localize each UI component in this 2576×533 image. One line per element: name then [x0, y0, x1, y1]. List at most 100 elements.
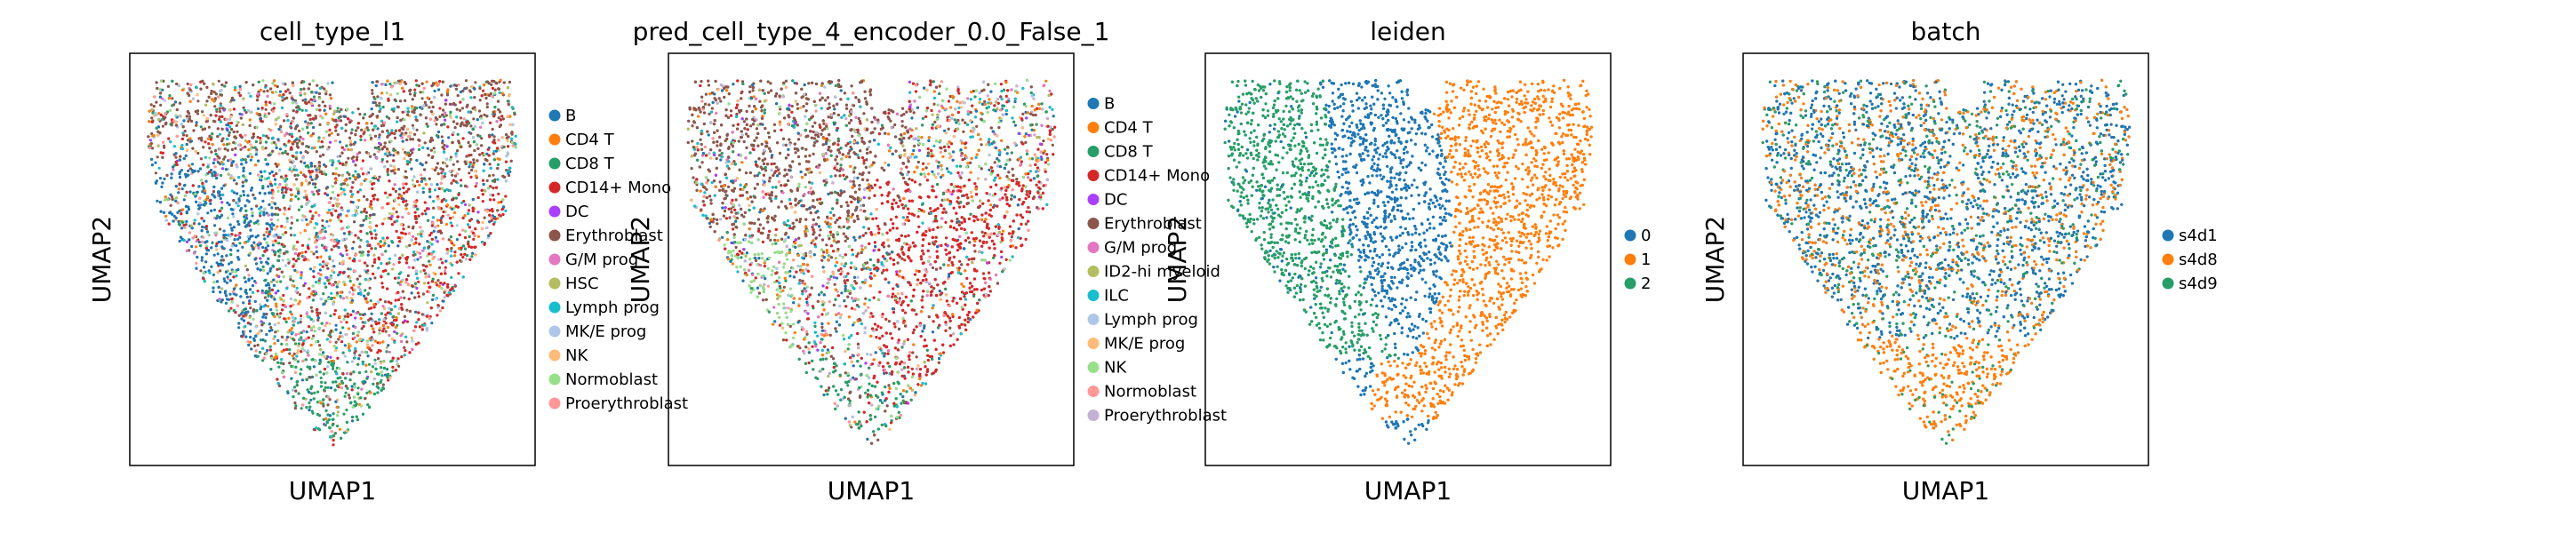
point-erythroblast — [150, 116, 153, 119]
point-cd8-t — [336, 425, 339, 427]
point-cd14-mono — [475, 185, 477, 187]
point-proerythroblast — [365, 172, 368, 175]
point-cd14-mono — [332, 443, 334, 446]
point-g-m-prog — [270, 219, 273, 221]
point-b — [272, 243, 275, 246]
point-cd8-t — [301, 109, 304, 112]
point-lymph-prog — [432, 251, 435, 253]
point-cd14-mono — [482, 90, 484, 92]
point-mk-e-prog — [378, 138, 380, 140]
point-proerythroblast — [247, 340, 250, 343]
point-b — [442, 300, 444, 303]
point-erythroblast — [378, 176, 380, 179]
point-normoblast — [387, 196, 389, 199]
point-erythroblast — [249, 296, 252, 298]
point-hsc — [391, 267, 394, 270]
point-erythroblast — [474, 81, 476, 84]
point-cd8-t — [297, 360, 300, 362]
point-erythroblast — [171, 97, 173, 99]
point-b — [206, 211, 209, 214]
point-cd14-mono — [497, 193, 500, 195]
point-cd4-t — [335, 179, 338, 181]
point-dc — [220, 201, 223, 203]
point-cd8-t — [349, 280, 352, 282]
point-lymph-prog — [158, 167, 161, 170]
point-normoblast — [311, 338, 314, 340]
point-hsc — [426, 301, 428, 304]
point-b — [212, 274, 215, 276]
point-erythroblast — [357, 107, 360, 110]
point-normoblast — [308, 238, 310, 241]
point-erythroblast — [196, 152, 199, 155]
point-normoblast — [249, 153, 252, 155]
point-erythroblast — [249, 306, 252, 309]
point-erythroblast — [486, 106, 489, 108]
point-erythroblast — [445, 114, 448, 116]
point-b — [183, 198, 186, 201]
point-b — [279, 91, 282, 93]
point-cd14-mono — [417, 281, 420, 283]
point-cd8-t — [365, 215, 368, 218]
point-erythroblast — [424, 272, 427, 274]
point-cd8-t — [364, 370, 367, 373]
point-erythroblast — [468, 171, 470, 174]
point-cd14-mono — [345, 249, 348, 251]
point-erythroblast — [371, 89, 373, 91]
point-erythroblast — [218, 80, 220, 83]
point-b — [261, 200, 264, 203]
point-normoblast — [236, 121, 239, 123]
point-b — [190, 245, 193, 248]
point-b — [304, 99, 307, 101]
point-b — [254, 300, 257, 303]
point-b — [197, 208, 200, 211]
point-cd8-t — [359, 239, 362, 242]
point-proerythroblast — [305, 338, 308, 340]
point-cd4-t — [267, 305, 269, 307]
point-erythroblast — [484, 217, 486, 219]
point-cd8-t — [327, 386, 330, 389]
point-b — [154, 162, 156, 164]
point-mk-e-prog — [259, 303, 261, 306]
point-cd14-mono — [384, 314, 387, 316]
point-nk — [203, 114, 205, 116]
point-cd4-t — [477, 235, 480, 238]
point-proerythroblast — [420, 173, 422, 176]
point-erythroblast — [321, 219, 324, 222]
point-erythroblast — [486, 102, 489, 105]
point-lymph-prog — [328, 209, 331, 211]
point-cd4-t — [331, 132, 333, 135]
point-cd14-mono — [451, 225, 453, 227]
point-lymph-prog — [343, 193, 346, 195]
point-cd14-mono — [489, 122, 492, 124]
point-proerythroblast — [407, 282, 410, 285]
point-cd14-mono — [387, 378, 389, 381]
point-erythroblast — [196, 112, 199, 115]
point-erythroblast — [329, 107, 332, 110]
point-normoblast — [164, 199, 166, 202]
point-b — [250, 159, 252, 162]
point-nk — [284, 226, 286, 228]
point-cd4-t — [429, 264, 432, 266]
point-normoblast — [386, 91, 388, 94]
point-cd4-t — [436, 225, 439, 227]
point-cd14-mono — [316, 311, 318, 314]
point-erythroblast — [310, 306, 313, 309]
point-erythroblast — [421, 97, 424, 99]
point-erythroblast — [156, 155, 159, 158]
point-erythroblast — [441, 135, 444, 138]
point-erythroblast — [150, 103, 153, 106]
point-hsc — [423, 282, 426, 284]
point-b — [261, 246, 264, 249]
point-lymph-prog — [204, 156, 207, 159]
point-cd14-mono — [282, 294, 284, 297]
point-erythroblast — [213, 105, 216, 107]
point-cd8-t — [470, 255, 473, 258]
point-b — [209, 203, 212, 205]
point-b — [244, 161, 247, 163]
point-proerythroblast — [244, 134, 247, 137]
point-cd8-t — [289, 311, 292, 314]
point-cd14-mono — [404, 200, 407, 203]
point-erythroblast — [358, 113, 361, 115]
point-proerythroblast — [392, 263, 395, 266]
